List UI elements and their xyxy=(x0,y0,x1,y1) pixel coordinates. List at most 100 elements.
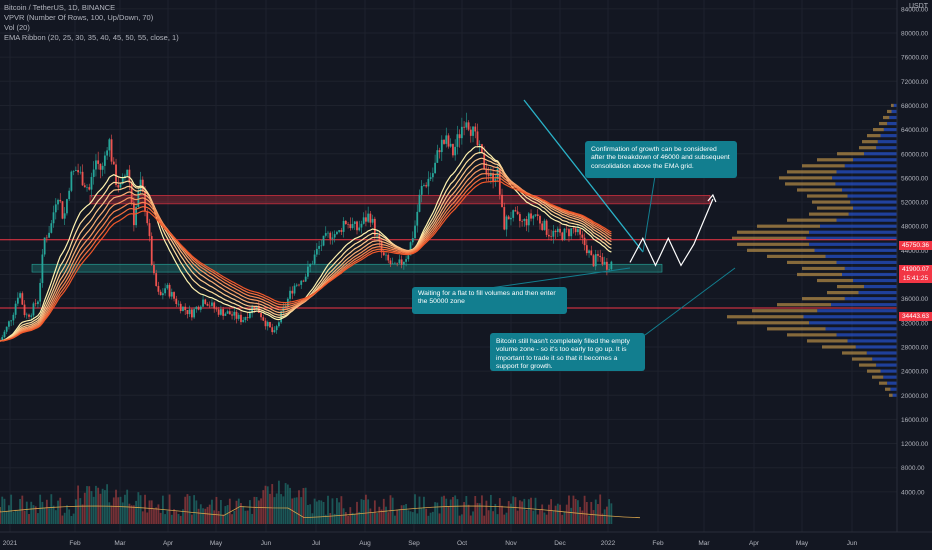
currency-label[interactable]: USDT xyxy=(908,3,928,10)
ema-ribbon-line xyxy=(0,173,612,342)
volume-bar xyxy=(269,493,271,524)
candle-body xyxy=(534,214,537,216)
volume-bar xyxy=(530,497,532,524)
volume-bar xyxy=(5,510,8,524)
candle-body xyxy=(235,311,238,319)
volume-bar xyxy=(601,513,604,524)
volume-bar xyxy=(458,515,461,524)
volume-bar xyxy=(449,499,452,524)
volume-profile-up-bar xyxy=(836,218,897,222)
ema-ribbon-indicator-label[interactable]: EMA Ribbon (20, 25, 30, 35, 40, 45, 50, … xyxy=(4,33,179,42)
volume-bar xyxy=(478,503,481,524)
volume-profile-up-bar xyxy=(844,164,897,168)
volume-bar xyxy=(302,488,305,524)
volume-bar xyxy=(117,497,120,524)
volume-bar xyxy=(463,502,465,524)
volume-bar xyxy=(295,497,298,524)
y-tick-label: 80000.00 xyxy=(901,31,928,38)
candle-body xyxy=(190,309,193,318)
volume-profile-up-bar xyxy=(848,212,897,216)
volume-profile-down-bar xyxy=(802,266,845,271)
candle-body xyxy=(581,234,584,238)
candle-body xyxy=(83,185,86,188)
candle-body xyxy=(588,250,590,254)
candle-body xyxy=(574,228,577,233)
volume-bar xyxy=(498,498,501,524)
candle-body xyxy=(594,254,597,267)
vpvr-indicator-label[interactable]: VPVR (Number Of Rows, 100, Up/Down, 70) xyxy=(4,13,154,22)
candle-body xyxy=(186,310,189,315)
volume-profile-down-bar xyxy=(802,297,845,301)
candle-body xyxy=(351,223,354,229)
volume-bar xyxy=(489,494,492,524)
volume-profile-down-bar xyxy=(727,315,804,319)
volume-bar xyxy=(244,510,247,524)
candle-body xyxy=(110,139,113,162)
candle-body xyxy=(483,152,486,169)
volume-bar xyxy=(34,506,37,524)
volume-bar xyxy=(336,498,338,524)
volume-bar xyxy=(168,494,171,524)
volume-indicator-label[interactable]: Vol (20) xyxy=(4,23,30,32)
y-tick-label: 48000.00 xyxy=(901,224,928,231)
volume-bar xyxy=(199,504,202,524)
volume-bar xyxy=(556,503,559,524)
candle-body xyxy=(79,171,82,173)
volume-profile-up-bar xyxy=(891,109,897,114)
candle-body xyxy=(262,317,265,321)
y-tick-label: 56000.00 xyxy=(901,175,928,182)
candle-body xyxy=(532,215,535,219)
volume-bar xyxy=(472,511,474,524)
candle-body xyxy=(224,313,227,316)
candle-body xyxy=(260,312,262,318)
candle-body xyxy=(443,139,445,144)
volume-bar xyxy=(130,505,133,524)
volume-bar xyxy=(175,511,178,524)
callout-pointer xyxy=(644,267,736,336)
candle-body xyxy=(219,309,222,315)
volume-bar xyxy=(124,494,126,524)
volume-profile-up-bar xyxy=(820,224,897,228)
volume-bar xyxy=(121,502,124,524)
volume-profile-up-bar xyxy=(858,291,897,295)
volume-bar xyxy=(141,511,144,524)
volume-bar xyxy=(561,514,564,524)
volume-bar xyxy=(48,508,50,524)
candle-body xyxy=(485,168,488,175)
volume-bar xyxy=(496,514,499,524)
volume-bar xyxy=(275,493,278,524)
candle-body xyxy=(249,313,251,318)
candle-body xyxy=(240,314,242,323)
candle-body xyxy=(157,285,160,292)
volume-profile-up-bar xyxy=(825,327,897,331)
volume-profile-down-bar xyxy=(827,291,859,295)
volume-bar xyxy=(95,485,97,524)
volume-bar xyxy=(469,515,472,524)
volume-profile-down-bar xyxy=(837,152,864,156)
volume-bar xyxy=(14,509,17,524)
volume-profile-down-bar xyxy=(879,381,888,385)
volume-bar xyxy=(313,498,316,524)
candle-body xyxy=(590,250,593,256)
volume-bar xyxy=(396,509,399,524)
volume-bar xyxy=(128,503,131,524)
volume-profile-up-bar xyxy=(835,182,897,186)
volume-bar xyxy=(10,494,13,524)
candle-body xyxy=(347,224,349,225)
volume-bar xyxy=(340,496,343,524)
symbol-title[interactable]: Bitcoin / TetherUS, 1D, BINANCE xyxy=(4,3,116,12)
volume-profile-down-bar xyxy=(797,272,842,277)
volume-bar xyxy=(179,515,182,524)
volume-profile-up-bar xyxy=(880,134,897,138)
volume-bar xyxy=(583,495,586,524)
candle-body xyxy=(465,122,468,128)
volume-bar xyxy=(610,503,613,524)
volume-bar xyxy=(173,509,175,524)
candle-body xyxy=(545,220,548,235)
volume-bar xyxy=(543,512,546,524)
ema-ribbon-line xyxy=(0,176,612,342)
candle-body xyxy=(585,245,588,254)
candle-body xyxy=(358,227,361,231)
x-tick-label: Apr xyxy=(163,540,174,547)
